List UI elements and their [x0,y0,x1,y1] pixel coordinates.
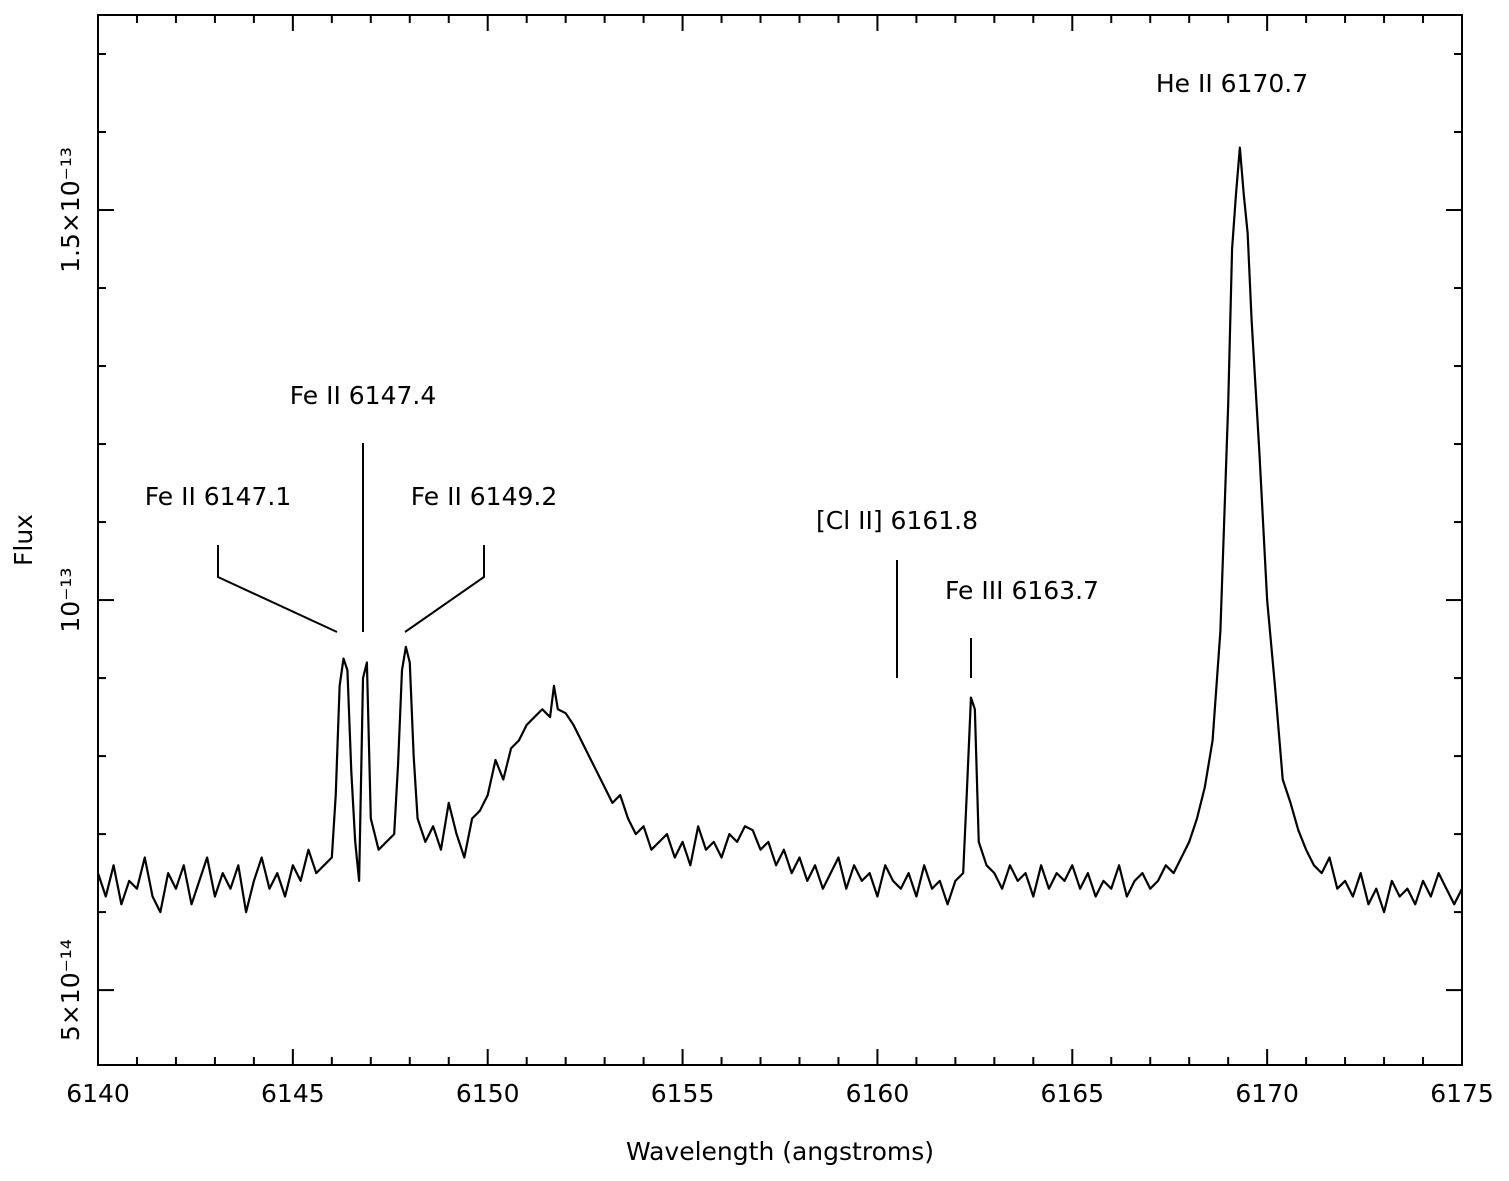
annotation: Fe II 6147.4 [290,381,437,410]
spectrum-line [96,146,1463,914]
x-tick-label: 6155 [651,1079,715,1108]
y-tick-label: 5×10⁻¹⁴ [56,939,85,1041]
x-axis-label: Wavelength (angstroms) [626,1137,934,1166]
annotation: Fe III 6163.7 [945,576,1099,605]
y-tick-label: 1.5×10⁻¹³ [56,147,85,273]
y-axis-label: Flux [9,514,38,566]
x-tick-label: 6170 [1235,1079,1299,1108]
annotation: He II 6170.7 [1156,69,1308,98]
y-tick-label: 10⁻¹³ [56,568,85,633]
x-tick-label: 6140 [66,1079,130,1108]
annotation-leader [217,545,338,633]
annotation-leader [404,545,485,633]
x-tick-label: 6150 [456,1079,520,1108]
x-tick-label: 6165 [1040,1079,1104,1108]
x-tick-label: 6160 [846,1079,910,1108]
plot-frame [97,14,1463,1066]
x-tick-label: 6175 [1430,1079,1494,1108]
annotation-lines [217,443,972,678]
annotation: Fe II 6149.2 [411,482,558,511]
annotation: [Cl II] 6161.8 [816,506,978,535]
annotation: Fe II 6147.1 [145,482,292,511]
x-tick-label: 6145 [261,1079,325,1108]
